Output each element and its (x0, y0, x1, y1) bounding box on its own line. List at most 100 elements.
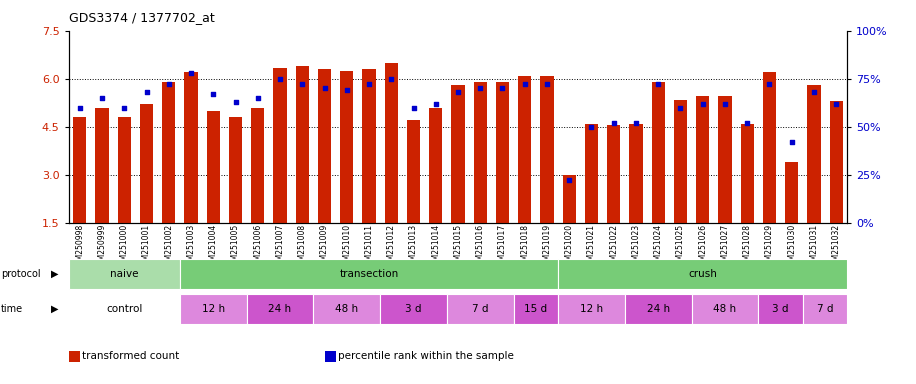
Bar (807, 85, 821, 223)
Point (562, 177, 576, 184)
Bar (447, 294, 514, 324)
Bar (251, 108, 265, 223)
Bar (763, 72, 776, 223)
Point (139, 89, 154, 95)
Bar (429, 108, 442, 223)
Point (740, 120, 755, 126)
Point (473, 85, 487, 91)
Bar (380, 294, 447, 324)
Point (695, 101, 710, 107)
Bar (313, 294, 380, 324)
Point (340, 87, 354, 93)
Point (228, 99, 243, 105)
Text: 7 d: 7 d (817, 304, 834, 314)
Point (540, 81, 554, 88)
Point (807, 89, 822, 95)
Bar (514, 294, 558, 324)
Point (72, 104, 87, 111)
Point (384, 76, 398, 82)
Point (651, 81, 666, 88)
Bar (184, 72, 198, 223)
Bar (474, 82, 487, 223)
Point (628, 120, 643, 126)
Bar (162, 82, 176, 223)
Bar (740, 124, 754, 223)
Bar (273, 68, 287, 223)
Bar (69, 294, 180, 324)
Text: 3 d: 3 d (405, 304, 421, 314)
Bar (180, 259, 558, 289)
Text: naive: naive (110, 269, 138, 279)
Bar (340, 71, 354, 223)
Bar (318, 69, 332, 223)
Bar (207, 111, 220, 223)
Bar (407, 120, 420, 223)
Point (94, 95, 109, 101)
Point (829, 101, 844, 107)
Point (206, 91, 221, 97)
Text: time: time (1, 304, 23, 314)
Bar (540, 76, 553, 223)
Text: 24 h: 24 h (268, 304, 291, 314)
Text: 12 h: 12 h (202, 304, 224, 314)
Bar (296, 66, 309, 223)
Point (762, 81, 777, 88)
Bar (674, 99, 687, 223)
Bar (830, 101, 843, 223)
Point (161, 81, 176, 88)
Bar (625, 294, 692, 324)
Bar (607, 125, 620, 223)
Point (117, 104, 132, 111)
Bar (584, 124, 598, 223)
Bar (180, 294, 246, 324)
Bar (558, 259, 847, 289)
Bar (562, 175, 576, 223)
Point (784, 139, 799, 145)
Point (496, 85, 510, 91)
Bar (629, 124, 643, 223)
Bar (558, 294, 625, 324)
Bar (95, 108, 109, 223)
Bar (696, 96, 709, 223)
Point (406, 104, 420, 111)
Bar (73, 117, 86, 223)
Bar (718, 96, 732, 223)
Point (250, 95, 265, 101)
Point (717, 101, 732, 107)
Text: ▶: ▶ (51, 304, 59, 314)
Text: crush: crush (688, 269, 717, 279)
Point (451, 89, 465, 95)
Point (673, 104, 688, 111)
Point (273, 76, 288, 82)
Text: 48 h: 48 h (714, 304, 736, 314)
Point (362, 81, 376, 88)
Bar (692, 294, 758, 324)
Point (518, 81, 532, 88)
Text: 3 d: 3 d (772, 304, 789, 314)
Text: transection: transection (340, 269, 398, 279)
Bar (69, 259, 180, 289)
Bar (785, 162, 799, 223)
Bar (496, 82, 509, 223)
Text: 7 d: 7 d (472, 304, 488, 314)
Bar (385, 63, 398, 223)
Bar (140, 104, 153, 223)
Text: protocol: protocol (1, 269, 40, 279)
Text: ▶: ▶ (51, 269, 59, 279)
Text: 48 h: 48 h (335, 304, 358, 314)
Text: control: control (106, 304, 143, 314)
Bar (758, 294, 802, 324)
Bar (117, 117, 131, 223)
Bar (246, 294, 313, 324)
Bar (651, 82, 665, 223)
Text: percentile rank within the sample: percentile rank within the sample (338, 351, 514, 361)
Bar (363, 69, 376, 223)
Bar (452, 85, 464, 223)
Bar (802, 294, 847, 324)
Point (295, 81, 310, 88)
Text: 24 h: 24 h (647, 304, 670, 314)
Point (184, 70, 199, 76)
Point (584, 124, 599, 130)
Bar (229, 117, 242, 223)
Text: 12 h: 12 h (580, 304, 603, 314)
